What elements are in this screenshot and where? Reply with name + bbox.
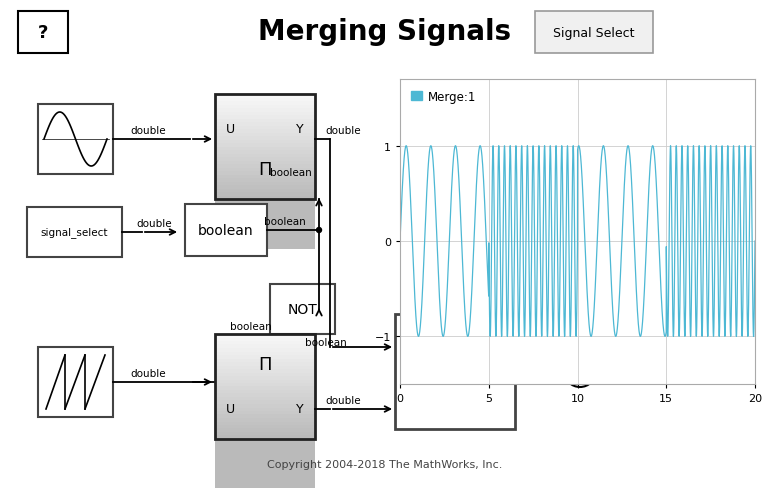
Bar [215,404,315,458]
Text: boolean: boolean [198,224,254,238]
Bar [215,373,315,426]
Bar [215,168,315,222]
Bar [215,151,315,204]
Bar [215,425,315,479]
Bar [215,334,315,387]
Bar [215,345,315,398]
Text: NOT: NOT [287,303,317,316]
Text: double: double [130,126,166,136]
Bar [215,386,315,440]
Text: 1: 1 [575,364,585,378]
Bar [38,347,113,417]
Bar [215,432,315,486]
Bar [215,352,315,405]
Text: Π: Π [258,161,271,179]
Bar [215,147,315,201]
Bar [215,422,315,475]
Bar [18,12,68,54]
Bar [215,189,315,243]
Bar [215,137,315,190]
Bar [215,154,315,207]
Bar [215,359,315,412]
Bar [215,123,315,176]
Bar [215,98,315,152]
Bar [215,119,315,173]
Bar [215,185,315,239]
Bar [215,362,315,416]
Bar [215,428,315,482]
Text: Copyright 2004-2018 The MathWorks, Inc.: Copyright 2004-2018 The MathWorks, Inc. [268,459,503,469]
Bar [215,126,315,180]
Text: Merging Signals: Merging Signals [258,18,512,46]
Bar [215,341,315,395]
Bar [215,95,315,148]
Bar [185,204,267,257]
Text: signal_select: signal_select [40,227,108,238]
Bar [215,411,315,465]
Text: ?: ? [38,24,48,42]
Bar [215,338,315,391]
Bar [215,112,315,165]
Text: merge: merge [428,362,482,380]
Text: boolean: boolean [305,337,347,347]
Text: Y: Y [296,403,304,416]
Bar [215,172,315,225]
Bar [215,380,315,433]
Bar [215,161,315,215]
Bar [38,105,113,175]
Bar [215,196,315,249]
Text: double: double [130,368,166,378]
Text: Y: Y [296,123,304,136]
Bar [215,394,315,447]
Text: double: double [507,356,543,366]
Bar [215,376,315,429]
Text: U: U [225,123,234,136]
Bar [215,182,315,236]
Bar [215,105,315,159]
Bar [215,415,315,468]
Bar [215,397,315,450]
Circle shape [564,355,596,387]
Bar [215,436,315,488]
Bar [215,130,315,183]
Bar [215,348,315,402]
Bar [215,193,315,246]
Bar [270,285,335,334]
Bar [215,418,315,471]
Bar [215,158,315,211]
Bar [215,366,315,419]
Bar [215,175,315,228]
Bar [27,207,122,258]
Text: double: double [325,126,361,136]
Bar [215,164,315,218]
Text: double: double [325,395,361,405]
Text: boolean: boolean [264,217,306,226]
Bar [215,390,315,444]
Bar [215,133,315,186]
Text: boolean: boolean [230,321,271,331]
Legend: Merge:1: Merge:1 [406,86,481,108]
Bar [215,140,315,194]
Bar [215,179,315,232]
Bar [215,95,315,200]
Bar [215,401,315,454]
Text: boolean: boolean [270,168,311,178]
Bar [215,369,315,423]
Bar [215,143,315,197]
Bar [215,102,315,155]
Text: Signal Select: Signal Select [554,26,635,40]
Bar [215,383,315,437]
Text: U: U [225,403,234,416]
Text: Π: Π [258,355,271,373]
Text: ≈: ≈ [525,345,534,354]
Bar [215,334,315,439]
Bar [535,12,653,54]
Bar [215,109,315,162]
Bar [215,116,315,169]
Text: double: double [136,219,172,228]
Bar [215,407,315,461]
Bar [395,314,515,429]
Bar [215,355,315,408]
Circle shape [317,228,322,233]
